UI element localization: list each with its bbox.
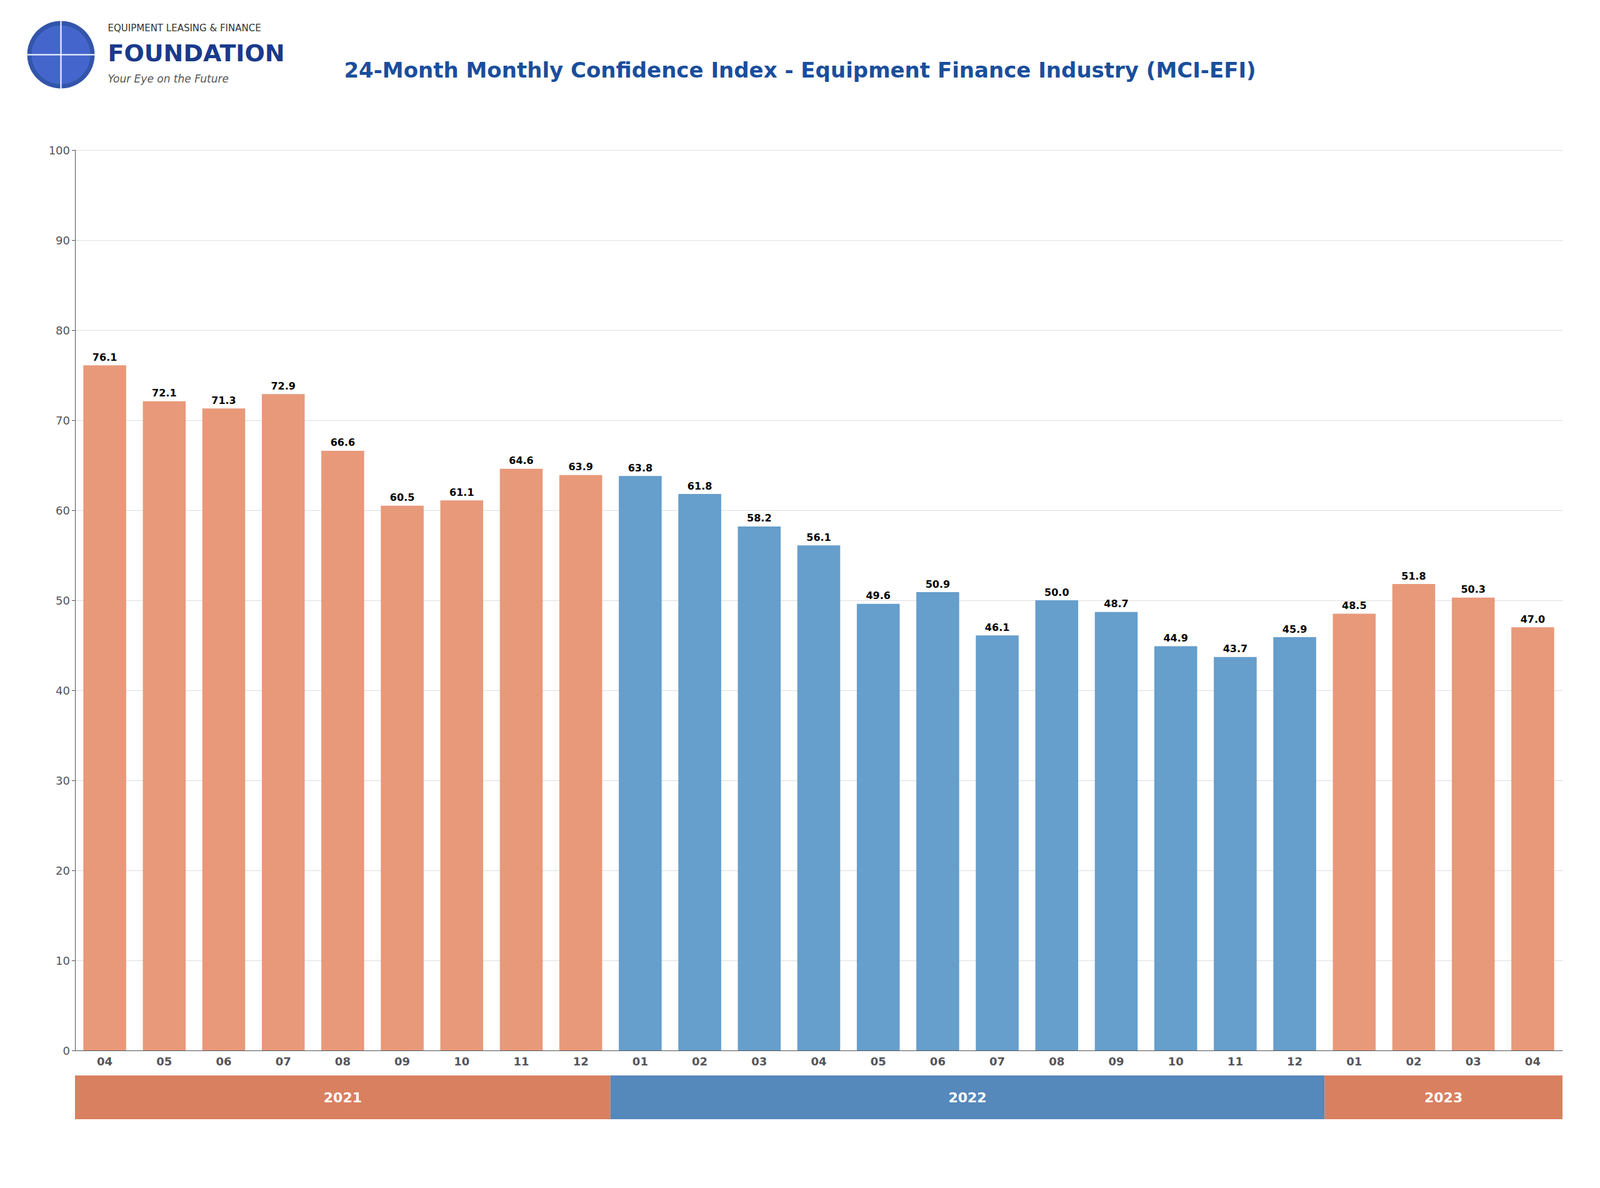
- svg-text:45.9: 45.9: [1282, 623, 1307, 635]
- svg-text:10: 10: [55, 953, 70, 967]
- svg-text:07: 07: [989, 1054, 1005, 1068]
- svg-text:04: 04: [96, 1054, 113, 1068]
- svg-text:64.6: 64.6: [508, 454, 534, 467]
- svg-text:06: 06: [930, 1054, 946, 1068]
- svg-text:51.8: 51.8: [1401, 570, 1426, 582]
- svg-text:60.5: 60.5: [390, 491, 415, 504]
- svg-text:76.1: 76.1: [92, 351, 117, 364]
- svg-text:60: 60: [55, 503, 70, 517]
- svg-text:02: 02: [691, 1054, 708, 1068]
- svg-text:61.1: 61.1: [449, 486, 474, 499]
- svg-text:07: 07: [275, 1054, 292, 1068]
- svg-text:100: 100: [48, 143, 70, 157]
- svg-text:09: 09: [1108, 1054, 1124, 1068]
- svg-text:40: 40: [55, 683, 70, 697]
- svg-text:50.3: 50.3: [1460, 583, 1485, 595]
- svg-text:FOUNDATION: FOUNDATION: [108, 39, 285, 67]
- svg-text:43.7: 43.7: [1223, 642, 1248, 655]
- svg-text:11: 11: [1227, 1054, 1244, 1068]
- svg-text:09: 09: [394, 1054, 410, 1068]
- svg-text:12: 12: [1286, 1054, 1303, 1068]
- svg-text:03: 03: [751, 1054, 767, 1068]
- svg-text:71.3: 71.3: [211, 394, 236, 407]
- svg-text:50.0: 50.0: [1044, 586, 1069, 599]
- svg-text:72.1: 72.1: [151, 386, 177, 399]
- svg-text:Your Eye on the Future: Your Eye on the Future: [108, 72, 229, 85]
- svg-text:46.1: 46.1: [985, 621, 1010, 634]
- svg-text:24-Month Monthly Confidence In: 24-Month Monthly Confidence Index - Equi…: [343, 57, 1256, 83]
- svg-text:10: 10: [1168, 1054, 1184, 1068]
- svg-text:08: 08: [335, 1054, 351, 1068]
- svg-text:56.1: 56.1: [806, 531, 831, 544]
- svg-text:03: 03: [1465, 1054, 1482, 1068]
- svg-text:47.0: 47.0: [1520, 613, 1545, 625]
- svg-text:50: 50: [55, 593, 70, 607]
- svg-text:05: 05: [870, 1054, 887, 1068]
- svg-text:0: 0: [63, 1043, 70, 1057]
- svg-text:44.9: 44.9: [1163, 631, 1188, 644]
- svg-text:EQUIPMENT LEASING & FINANCE: EQUIPMENT LEASING & FINANCE: [108, 22, 262, 34]
- svg-text:01: 01: [1346, 1054, 1362, 1068]
- svg-text:2023: 2023: [1424, 1089, 1463, 1105]
- svg-text:05: 05: [156, 1054, 172, 1068]
- svg-text:63.8: 63.8: [628, 461, 653, 474]
- svg-text:61.8: 61.8: [687, 480, 712, 492]
- svg-text:90: 90: [55, 233, 70, 247]
- svg-text:58.2: 58.2: [746, 511, 772, 524]
- svg-text:04: 04: [1525, 1054, 1541, 1068]
- svg-text:72.9: 72.9: [270, 380, 295, 392]
- svg-text:70: 70: [55, 413, 70, 427]
- svg-text:01: 01: [632, 1054, 649, 1068]
- svg-text:08: 08: [1048, 1054, 1065, 1068]
- svg-text:2021: 2021: [323, 1089, 362, 1105]
- svg-text:06: 06: [215, 1054, 232, 1068]
- svg-text:48.5: 48.5: [1341, 599, 1367, 612]
- svg-text:12: 12: [573, 1054, 589, 1068]
- svg-text:80: 80: [55, 323, 70, 337]
- svg-text:66.6: 66.6: [330, 436, 355, 449]
- svg-text:10: 10: [453, 1054, 470, 1068]
- svg-text:02: 02: [1405, 1054, 1422, 1068]
- svg-text:30: 30: [55, 773, 70, 787]
- svg-text:50.9: 50.9: [925, 578, 950, 590]
- svg-text:48.7: 48.7: [1103, 597, 1129, 610]
- svg-text:49.6: 49.6: [865, 589, 890, 602]
- svg-text:2022: 2022: [948, 1089, 987, 1105]
- svg-text:04: 04: [810, 1054, 827, 1068]
- svg-text:63.9: 63.9: [568, 460, 593, 473]
- svg-text:11: 11: [513, 1054, 529, 1068]
- svg-text:20: 20: [55, 863, 70, 877]
